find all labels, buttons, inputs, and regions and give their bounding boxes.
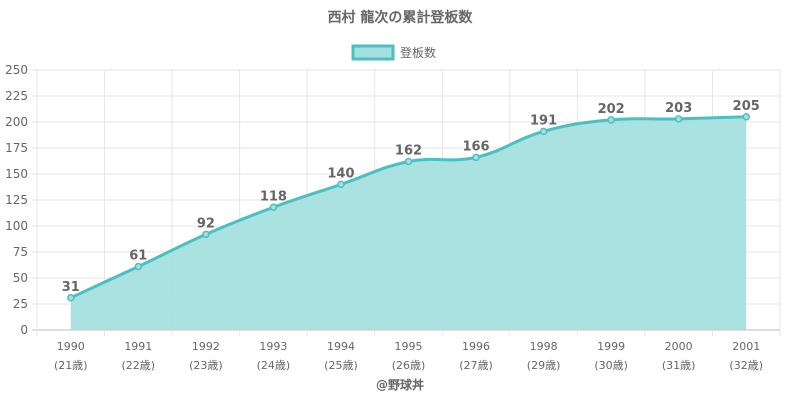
data-point: [539, 127, 548, 136]
data-label: 202: [598, 102, 625, 117]
y-tick-label: 225: [5, 89, 28, 103]
x-tick-label: 1993: [259, 340, 287, 353]
data-label: 31: [62, 280, 80, 295]
x-tick-label: 2000: [665, 340, 693, 353]
data-point: [337, 180, 345, 189]
series-fill: [70, 116, 747, 330]
x-tick-sublabel: (25歳): [324, 359, 358, 372]
x-tick-label: 1990: [57, 340, 85, 353]
x-tick-label: 1999: [597, 340, 625, 353]
y-tick-label: 150: [5, 167, 28, 181]
legend[interactable]: 登板数: [351, 44, 436, 61]
data-label: 61: [129, 249, 147, 264]
data-point: [404, 157, 413, 166]
x-tick-sublabel: (30歳): [594, 359, 628, 372]
chart-title: 西村 龍次の累計登板数: [328, 9, 474, 26]
x-tick-sublabel: (21歳): [54, 359, 88, 372]
x-tick-label: 1994: [327, 340, 355, 353]
data-label: 191: [530, 113, 557, 128]
y-axis: 0 25 50 75 100 125 150 175 200 225 250: [5, 63, 28, 337]
x-tick-label: 1998: [530, 340, 558, 353]
y-tick-label: 75: [13, 245, 28, 259]
x-tick-label: 1996: [462, 340, 490, 353]
x-tick-sublabel: (26歳): [392, 359, 426, 372]
credit-text: @野球丼: [376, 377, 424, 392]
data-point: [269, 203, 278, 212]
x-tick-sublabel: (23歳): [189, 359, 223, 372]
x-axis: 1990 (21歳) 1991 (22歳) 1992 (23歳) 1993 (24歳) 1994…: [54, 340, 763, 372]
x-tick-sublabel: (27歳): [459, 359, 493, 372]
data-label: 166: [462, 139, 489, 154]
y-tick-label: 100: [5, 219, 28, 233]
x-tick-sublabel: (24歳): [257, 359, 291, 372]
y-tick-label: 200: [5, 115, 28, 129]
x-tick-label: 2001: [732, 340, 760, 353]
data-point: [67, 294, 75, 302]
data-label: 118: [260, 189, 287, 204]
x-tick-label: 1995: [395, 340, 423, 353]
y-tick-label: 25: [13, 297, 28, 311]
y-tick-label: 125: [5, 193, 28, 207]
x-tick-sublabel: (22歳): [122, 359, 156, 372]
data-point: [202, 230, 210, 239]
data-points: [67, 113, 750, 302]
legend-swatch: [351, 44, 395, 61]
data-point: [674, 115, 683, 123]
y-tick-label: 0: [20, 323, 28, 337]
legend-label: 登板数: [400, 45, 436, 60]
x-tick-label: 1991: [124, 340, 152, 353]
y-tick-label: 50: [13, 271, 28, 285]
data-point: [134, 262, 143, 271]
y-tick-label: 175: [5, 141, 28, 155]
data-label: 203: [665, 101, 692, 116]
x-tick-label: 1992: [192, 340, 220, 353]
data-point: [742, 113, 750, 121]
y-tick-label: 250: [5, 63, 28, 77]
data-point: [607, 116, 615, 124]
data-labels: 31 61 92 118 140 162 166 191 202 203 205: [62, 99, 760, 295]
data-label: 92: [197, 216, 215, 231]
x-tick-sublabel: (29歳): [527, 359, 561, 372]
x-tick-sublabel: (32歳): [729, 359, 763, 372]
data-point: [472, 153, 480, 162]
x-tick-sublabel: (31歳): [662, 359, 696, 372]
data-label: 205: [733, 99, 760, 114]
data-label: 162: [395, 144, 422, 159]
data-label: 140: [327, 166, 354, 181]
